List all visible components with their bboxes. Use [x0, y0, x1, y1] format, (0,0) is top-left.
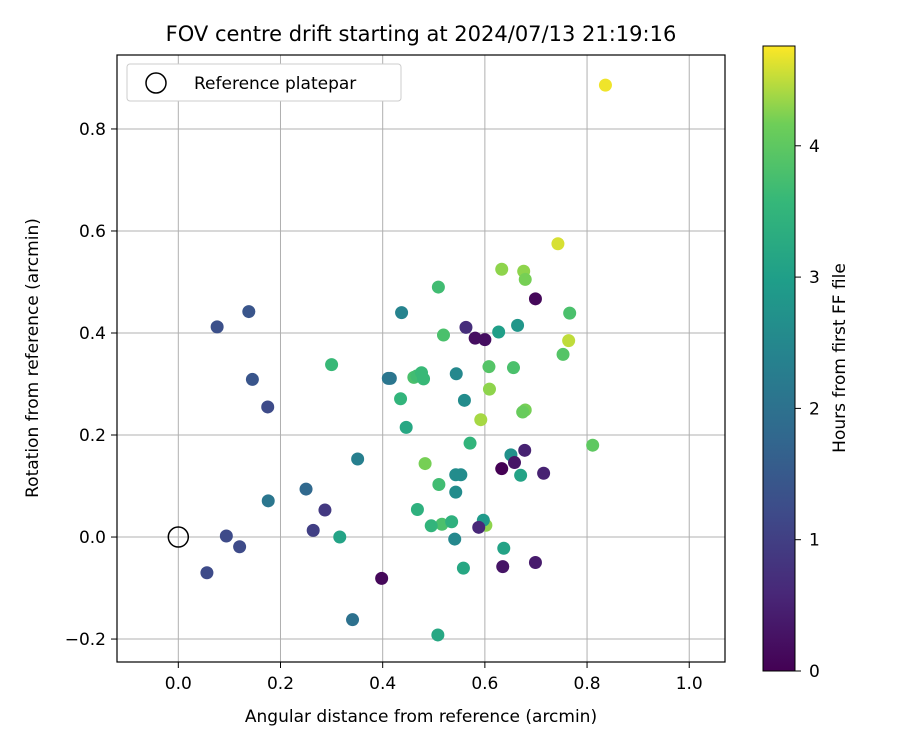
x-tick-label: 0.6: [471, 674, 498, 694]
y-tick-label: 0.6: [79, 222, 106, 242]
data-point: [449, 367, 463, 381]
data-point: [456, 561, 470, 575]
colorbar-label: Hours from first FF file: [830, 263, 850, 453]
plot-frame: [116, 54, 726, 663]
data-points: [200, 78, 612, 642]
data-point: [346, 613, 360, 627]
data-point: [497, 541, 511, 555]
data-point: [474, 413, 488, 427]
data-point: [200, 566, 214, 580]
data-point: [482, 382, 496, 396]
x-tick-label: 0.8: [574, 674, 601, 694]
data-point: [299, 482, 313, 496]
colorbar-tick-label: 3: [809, 268, 820, 288]
data-point: [506, 361, 520, 375]
data-point: [424, 519, 438, 533]
reference-point-marker: [167, 526, 190, 548]
data-point: [418, 457, 432, 471]
data-point: [432, 477, 446, 491]
data-point: [598, 78, 612, 92]
data-point: [454, 468, 468, 482]
data-point: [472, 520, 486, 534]
data-point: [431, 280, 445, 294]
data-point: [261, 494, 275, 508]
data-point: [394, 392, 408, 406]
y-tick-label: 0.0: [79, 528, 106, 548]
data-point: [375, 571, 389, 585]
data-point: [210, 320, 224, 334]
colorbar: 0 1 2 3 4 Hours from first FF file: [762, 45, 850, 682]
x-axis-label: Angular distance from reference (arcmin): [245, 707, 597, 727]
data-point: [431, 628, 445, 642]
y-axis-ticks: −0.2 0.0 0.2 0.4 0.6 0.8: [65, 120, 117, 650]
colorbar-ticks: 0 1 2 3 4: [795, 137, 820, 682]
legend: Reference platepar: [126, 63, 402, 102]
data-point: [417, 372, 431, 386]
data-point: [219, 529, 233, 543]
data-point: [436, 328, 450, 342]
data-point: [478, 333, 492, 347]
data-point: [395, 306, 409, 320]
data-point: [245, 372, 259, 386]
data-point: [528, 556, 542, 570]
data-point: [495, 462, 509, 476]
data-point: [528, 292, 542, 306]
data-point: [325, 358, 339, 372]
x-tick-label: 1.0: [676, 674, 703, 694]
colorbar-tick-label: 1: [809, 531, 820, 551]
data-point: [383, 371, 397, 385]
data-point: [448, 532, 462, 546]
data-point: [518, 443, 532, 457]
x-tick-label: 0.4: [369, 674, 396, 694]
colorbar-gradient: [762, 45, 796, 672]
legend-marker: [145, 72, 167, 94]
data-point: [511, 318, 525, 332]
y-tick-label: 0.4: [79, 324, 106, 344]
chart-title: FOV centre drift starting at 2024/07/13 …: [166, 22, 677, 46]
data-point: [562, 334, 576, 348]
data-point: [537, 466, 551, 480]
x-tick-label: 0.0: [165, 674, 192, 694]
data-point: [410, 502, 424, 516]
y-tick-label: 0.2: [79, 426, 106, 446]
colorbar-tick-label: 0: [809, 662, 820, 682]
data-point: [463, 436, 477, 450]
data-point: [507, 456, 521, 470]
data-point: [516, 405, 530, 419]
data-point: [551, 237, 565, 251]
data-point: [468, 331, 482, 345]
data-point: [445, 515, 459, 529]
data-point: [495, 262, 509, 276]
x-axis-ticks: 0.0 0.2 0.4 0.6 0.8 1.0: [165, 662, 703, 694]
grid-lines: [117, 55, 725, 662]
data-point: [318, 503, 332, 517]
data-point: [457, 393, 471, 407]
data-point: [459, 320, 473, 334]
data-point: [261, 400, 275, 414]
colorbar-tick-label: 2: [809, 399, 820, 419]
data-point: [496, 560, 510, 574]
legend-box: [126, 63, 402, 102]
data-point: [233, 540, 247, 554]
colorbar-tick-label: 4: [809, 137, 820, 157]
data-point: [492, 325, 506, 339]
y-tick-label: −0.2: [65, 630, 106, 650]
data-point: [306, 523, 320, 537]
data-point: [399, 420, 413, 434]
data-point: [563, 306, 577, 320]
legend-label: Reference platepar: [194, 74, 356, 94]
data-point: [586, 438, 600, 452]
data-point: [449, 485, 463, 499]
y-tick-label: 0.8: [79, 120, 106, 140]
data-point: [518, 272, 532, 286]
data-point: [556, 347, 570, 361]
data-point: [514, 468, 528, 482]
y-axis-label: Rotation from reference (arcmin): [23, 218, 43, 498]
data-point: [333, 530, 347, 544]
data-point: [242, 305, 256, 319]
x-tick-label: 0.2: [267, 674, 294, 694]
data-point: [351, 452, 365, 466]
data-point: [482, 360, 496, 374]
